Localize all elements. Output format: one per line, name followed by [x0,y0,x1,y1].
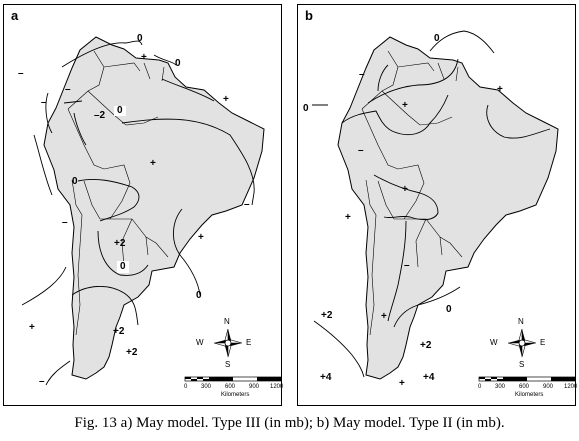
pressure-label: – [359,69,365,80]
compass-south: S [519,360,525,369]
pressure-label: + [497,84,503,95]
scale-tick: 300 [201,384,212,390]
compass-east: E [540,338,546,347]
pressure-label: – [244,199,250,210]
scale-unit: Kilometers [221,392,250,398]
pressure-label: – [65,84,71,95]
pressure-label: +2 [420,340,432,351]
compass-rose-b [507,328,537,358]
pressure-label: 0 [196,290,202,301]
map-panel-a: a 0 + 0 – – – –2 0 + + 0 – – + +2 0 0 + … [3,4,284,406]
panel-label-b: b [305,8,313,23]
pressure-label: 0 [434,33,440,44]
map-panel-b: b 0 – + 0 + – + + – 0 +2 + +2 +4 +4 + N … [297,4,578,406]
figure-caption: Fig. 13 a) May model. Type III (in mb); … [74,415,505,431]
pressure-label: + [29,322,35,333]
pressure-label: – [358,145,364,156]
pressure-label: + [381,311,387,322]
scale-tick: 600 [519,384,530,390]
compass-west: W [490,338,498,347]
andes-west-trace [71,179,83,336]
scale-bar-b [478,376,576,382]
country-borders [67,50,169,268]
panel-label-a: a [11,8,19,23]
scale-unit: Kilometers [515,392,544,398]
scale-tick: 0 [184,384,188,390]
scale-tick: 1200 [270,384,284,390]
compass-south: S [225,360,231,369]
scale-tick: 1200 [564,384,578,390]
compass-rose-a [213,328,243,358]
scale-tick: 900 [543,384,554,390]
pressure-label: +2 [114,238,126,249]
pressure-label: – [39,376,45,387]
scale-tick: 0 [478,384,482,390]
pressure-label: +4 [320,372,332,383]
scale-tick: 600 [225,384,236,390]
pressure-label: + [150,158,156,169]
pressure-label: –2 [94,110,106,121]
pressure-label: + [402,184,408,195]
compass-north: N [518,317,524,326]
compass-east: E [246,338,252,347]
pressure-label: 0 [72,176,78,187]
pressure-label: – [404,260,410,271]
south-america-landmass [43,36,265,380]
compass-west: W [196,338,204,347]
contour-lines [312,30,551,378]
pressure-label: 0 [137,33,143,44]
pressure-label: +4 [423,372,435,383]
pressure-label: – [62,217,68,228]
contour-lines [21,40,255,386]
south-america-landmass [337,36,559,380]
pressure-label: 0 [117,261,129,273]
pressure-label: 0 [446,304,452,315]
pressure-label: + [223,94,229,105]
pressure-label: 0 [303,103,309,114]
pressure-label: + [345,212,351,223]
pressure-label: + [402,100,408,111]
pressure-label: – [41,97,47,108]
pressure-label: 0 [175,58,181,69]
pressure-label: +2 [321,310,333,321]
pressure-label: + [141,52,147,63]
pressure-label: – [18,68,24,79]
pressure-label: + [399,378,405,389]
pressure-label: 0 [114,106,126,116]
scale-bar-a [184,376,282,382]
map-b-svg [312,30,576,382]
pressure-label: +2 [126,347,138,358]
compass-north: N [224,317,230,326]
map-a-svg [21,36,282,386]
scale-tick: 900 [249,384,260,390]
pressure-label: + [198,232,204,243]
scale-tick: 300 [495,384,506,390]
andes-west-trace [365,179,377,336]
pressure-label: +2 [113,326,125,337]
